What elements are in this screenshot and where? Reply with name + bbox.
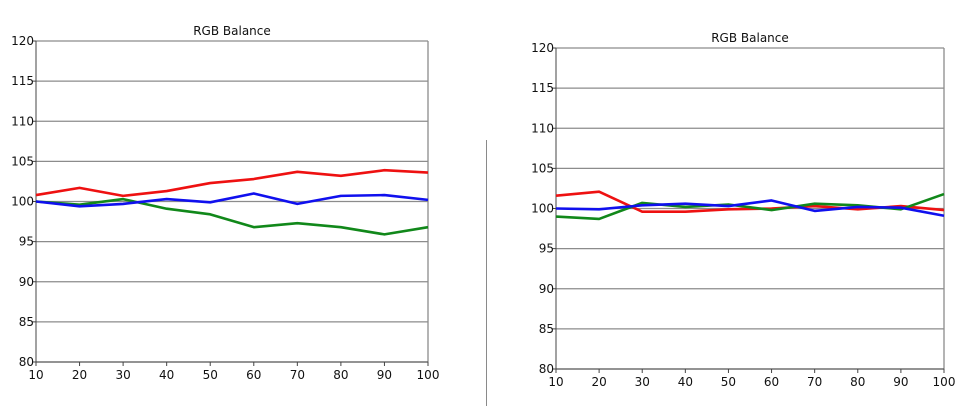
chart-0-x-tick-label: 70: [290, 368, 305, 382]
chart-0-green-series-line: [35, 197, 429, 236]
chart-0-x-tick-label: 20: [72, 368, 87, 382]
chart-0-x-tick-label: 40: [159, 368, 174, 382]
chart-1-y-tick-label: 115: [531, 81, 554, 95]
chart-1-y-tick-label: 90: [539, 282, 554, 296]
chart-1-y-tick-label: 95: [539, 242, 554, 256]
chart-0-x-tick-label: 10: [28, 368, 43, 382]
chart-0-blue-series-line: [35, 192, 429, 208]
chart-0-y-tick-label: 90: [19, 275, 34, 289]
chart-0-title: RGB Balance: [193, 24, 271, 38]
chart-1-x-tick-label: 80: [850, 375, 865, 389]
chart-1-x-tick-label: 30: [635, 375, 650, 389]
chart-1-y-tick-label: 110: [531, 121, 554, 135]
chart-0-x-tick-label: 90: [377, 368, 392, 382]
chart-1-y-tick-label: 85: [539, 322, 554, 336]
chart-0-y-tick-label: 85: [19, 315, 34, 329]
chart-0-y-tick-label: 110: [11, 114, 34, 128]
chart-1-y-tick-label: 120: [531, 41, 554, 55]
chart-1-blue-series-line: [555, 199, 945, 218]
chart-0-x-tick-label: 80: [333, 368, 348, 382]
chart-0-x-tick-label: 60: [246, 368, 261, 382]
chart-0-y-tick-label: 95: [19, 235, 34, 249]
chart-1-y-tick-label: 100: [531, 202, 554, 216]
chart-1-y-tick-label: 105: [531, 161, 554, 175]
chart-0-y-tick-label: 115: [11, 74, 34, 88]
chart-0-x-tick-label: 50: [203, 368, 218, 382]
chart-0-x-tick-label: 100: [417, 368, 440, 382]
chart-right: RGB Balance 80 85 90 95 100 105 110 115 120 10 20 30…: [514, 0, 964, 410]
chart-1-x-tick-label: 50: [721, 375, 736, 389]
chart-1-x-tick-label: 10: [548, 375, 563, 389]
chart-1-x-tick-label: 90: [893, 375, 908, 389]
chart-0-y-tick-label: 100: [11, 195, 34, 209]
chart-left: RGB Balance 80 85 90 95 100 105 110 115 120 10 20 30…: [0, 0, 450, 410]
chart-1-x-tick-label: 60: [764, 375, 779, 389]
chart-0-y-tick-label: 105: [11, 154, 34, 168]
chart-1-title: RGB Balance: [711, 31, 789, 45]
chart-1-y-tick-label: 80: [539, 362, 554, 376]
panel-divider: [486, 140, 487, 406]
chart-0-x-tick-label: 30: [115, 368, 130, 382]
chart-0-red-series-line: [35, 168, 429, 198]
rgb-balance-chart-right: RGB Balance 80 85 90 95 100 105 110 115 120 10 20 30…: [531, 31, 956, 389]
chart-1-x-tick-label: 70: [807, 375, 822, 389]
chart-1-x-tick-label: 40: [678, 375, 693, 389]
chart-0-y-tick-label: 80: [19, 355, 34, 369]
chart-1-x-tick-label: 20: [591, 375, 606, 389]
chart-1-x-tick-label: 100: [933, 375, 956, 389]
chart-0-y-tick-label: 120: [11, 34, 34, 48]
rgb-balance-chart-left: RGB Balance 80 85 90 95 100 105 110 115 120 10 20 30…: [11, 24, 440, 382]
